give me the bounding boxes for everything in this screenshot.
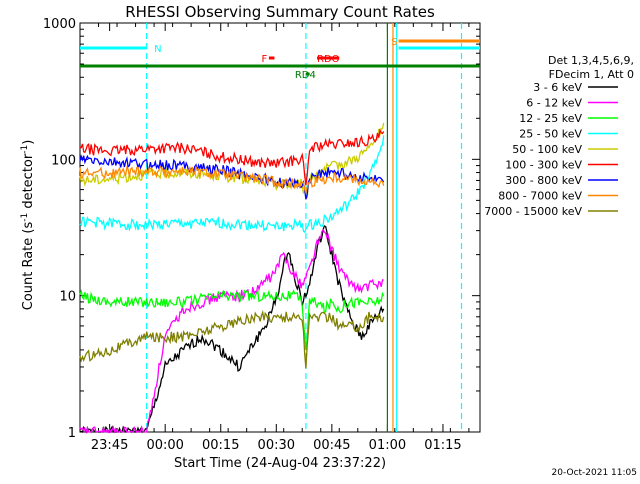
legend-entry-label: 100 - 300 keV <box>505 159 582 172</box>
legend: Det 1,3,4,5,6,9, FDecim 1, Att 0 3 - 6 k… <box>484 54 634 218</box>
legend-entry-label: 300 - 800 keV <box>505 174 582 187</box>
y-axis-label-sup2: -1 <box>20 145 30 154</box>
legend-header-line-2: FDecim 1, Att 0 <box>549 68 634 81</box>
legend-entry-label: 7000 - 15000 keV <box>484 205 582 218</box>
series-line <box>79 288 385 350</box>
flag-label: N <box>154 44 161 55</box>
chart-title: RHESSI Observing Summary Count Rates <box>125 3 435 21</box>
x-tick-label: 00:15 <box>202 438 239 453</box>
legend-entry-label: 25 - 50 keV <box>519 128 582 141</box>
legend-entry-label: 50 - 100 keV <box>512 143 582 156</box>
x-tick-label: 00:30 <box>258 438 295 453</box>
plot-frame <box>79 22 481 433</box>
legend-entry-label: 6 - 12 keV <box>526 97 582 110</box>
flag-label: S <box>391 37 397 48</box>
legend-entry-label: 3 - 6 keV <box>533 81 582 94</box>
series-line <box>79 128 385 186</box>
y-tick-label: 100 <box>51 153 76 168</box>
y-axis-label: Count Rate (s-1 detector-1) <box>20 140 36 311</box>
legend-entry-label: 800 - 7000 keV <box>498 190 582 203</box>
series-line <box>79 225 385 434</box>
series-line <box>79 135 385 234</box>
flag-label: F <box>261 54 267 65</box>
axes-group: 1 10 100 1000 23:45 00:00 00:15 00:30 00:45 01:00… <box>43 17 481 453</box>
series-line <box>79 165 385 195</box>
y-axis-label-mid: detector <box>21 153 36 213</box>
x-tick-label: 00:00 <box>146 438 183 453</box>
series-line <box>79 228 384 435</box>
y-tick-label: 1000 <box>43 17 76 32</box>
series-line <box>79 309 385 369</box>
legend-entry-label: 12 - 25 keV <box>519 112 582 125</box>
x-axis-label: Start Time (24-Aug-04 23:37:22) <box>174 456 386 471</box>
flag-label: RD4 <box>295 70 316 81</box>
legend-header-line-1: Det 1,3,4,5,6,9, <box>548 54 634 67</box>
y-tick-label: 1 <box>68 426 76 441</box>
y-tick-label: 10 <box>59 290 76 305</box>
series-line <box>79 154 385 200</box>
x-tick-label: 00:45 <box>313 438 350 453</box>
y-axis-label-sup: -1 <box>20 213 30 222</box>
x-tick-label: 01:15 <box>424 438 461 453</box>
y-axis-label-end: ) <box>21 140 36 145</box>
flag-label: RDO <box>317 54 340 65</box>
series-line <box>79 122 385 199</box>
y-axis-label-base: Count Rate (s <box>21 222 36 311</box>
timestamp: 20-Oct-2021 11:05 <box>552 468 637 478</box>
x-tick-label: 23:45 <box>91 438 128 453</box>
svg-text:Count Rate (s-1 detector-1): Count Rate (s-1 detector-1) <box>20 140 36 311</box>
x-tick-label: 01:00 <box>369 438 406 453</box>
